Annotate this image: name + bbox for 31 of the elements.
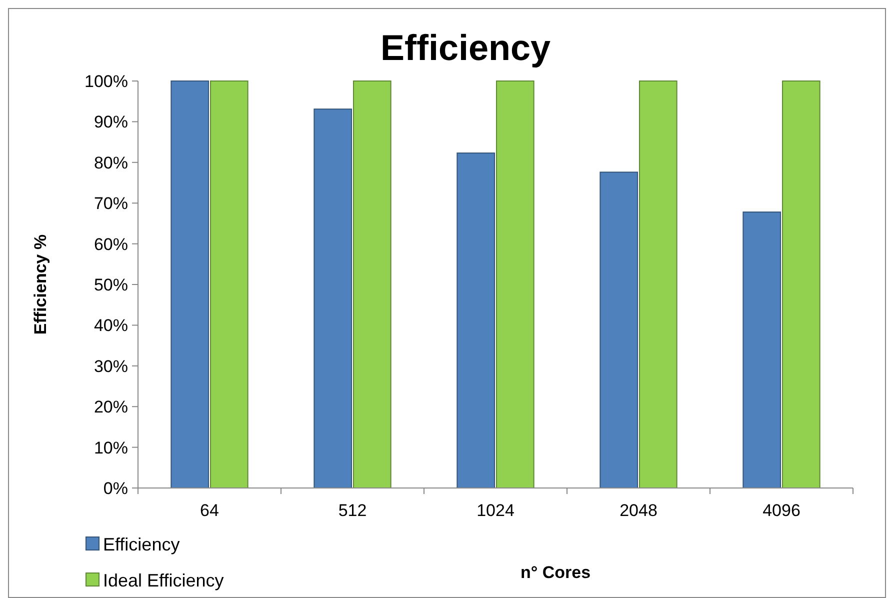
- x-tick-label: 1024: [476, 501, 514, 520]
- bar: [314, 108, 352, 488]
- y-tick-label: 60%: [94, 234, 128, 254]
- y-tick-label: 0%: [103, 478, 128, 498]
- bar: [210, 80, 248, 488]
- y-tick-label: 100%: [84, 72, 128, 91]
- y-tick-label: 50%: [94, 275, 128, 294]
- bar: [600, 172, 638, 488]
- y-tick-label: 20%: [94, 398, 128, 417]
- bar: [782, 80, 820, 488]
- x-tick-label: 512: [338, 501, 367, 520]
- x-tick-label: 64: [200, 501, 219, 520]
- x-tick-label: 2048: [620, 501, 658, 520]
- bar: [639, 80, 678, 488]
- bar: [170, 80, 209, 488]
- y-axis-title: Efficiency %: [31, 234, 50, 335]
- bar: [353, 80, 392, 488]
- y-tick-label: 30%: [94, 356, 128, 376]
- y-tick-label: 80%: [94, 153, 128, 172]
- bar: [456, 152, 495, 488]
- x-tick-label: 4096: [762, 501, 800, 520]
- y-tick-label: 10%: [94, 438, 128, 458]
- y-tick-label: 90%: [94, 112, 128, 132]
- bar: [496, 80, 534, 488]
- legend-label: Efficiency: [103, 534, 180, 554]
- bar: [742, 212, 781, 488]
- y-tick-label: 40%: [94, 316, 128, 336]
- x-axis-title: n° Cores: [520, 563, 591, 582]
- chart-title: Efficiency: [380, 27, 551, 68]
- y-tick-label: 70%: [94, 194, 128, 214]
- legend-label: Ideal Efficiency: [103, 570, 224, 590]
